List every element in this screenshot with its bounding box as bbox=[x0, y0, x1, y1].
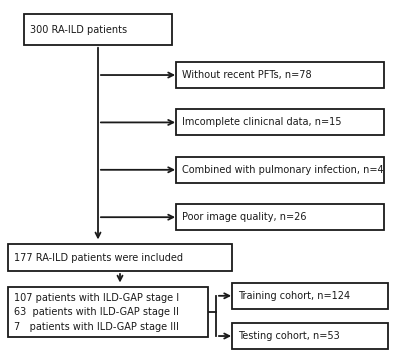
Text: Without recent PFTs, n=78: Without recent PFTs, n=78 bbox=[182, 70, 312, 80]
FancyBboxPatch shape bbox=[232, 323, 388, 349]
Text: 300 RA-ILD patients: 300 RA-ILD patients bbox=[30, 25, 127, 34]
FancyBboxPatch shape bbox=[232, 283, 388, 309]
FancyBboxPatch shape bbox=[176, 62, 384, 88]
FancyBboxPatch shape bbox=[176, 109, 384, 135]
Text: Testing cohort, n=53: Testing cohort, n=53 bbox=[238, 331, 340, 341]
Text: Poor image quality, n=26: Poor image quality, n=26 bbox=[182, 212, 306, 222]
FancyBboxPatch shape bbox=[24, 14, 172, 45]
Text: Imcomplete clinicnal data, n=15: Imcomplete clinicnal data, n=15 bbox=[182, 117, 342, 127]
FancyBboxPatch shape bbox=[8, 287, 208, 337]
Text: 177 RA-ILD patients were included: 177 RA-ILD patients were included bbox=[14, 253, 183, 262]
Text: Training cohort, n=124: Training cohort, n=124 bbox=[238, 291, 350, 301]
Text: 107 patients with ILD-GAP stage I
63  patients with ILD-GAP stage II
7   patient: 107 patients with ILD-GAP stage I 63 pat… bbox=[14, 293, 179, 332]
FancyBboxPatch shape bbox=[176, 157, 384, 183]
FancyBboxPatch shape bbox=[176, 204, 384, 230]
Text: Combined with pulmonary infection, n=4: Combined with pulmonary infection, n=4 bbox=[182, 165, 384, 175]
FancyBboxPatch shape bbox=[8, 244, 232, 271]
